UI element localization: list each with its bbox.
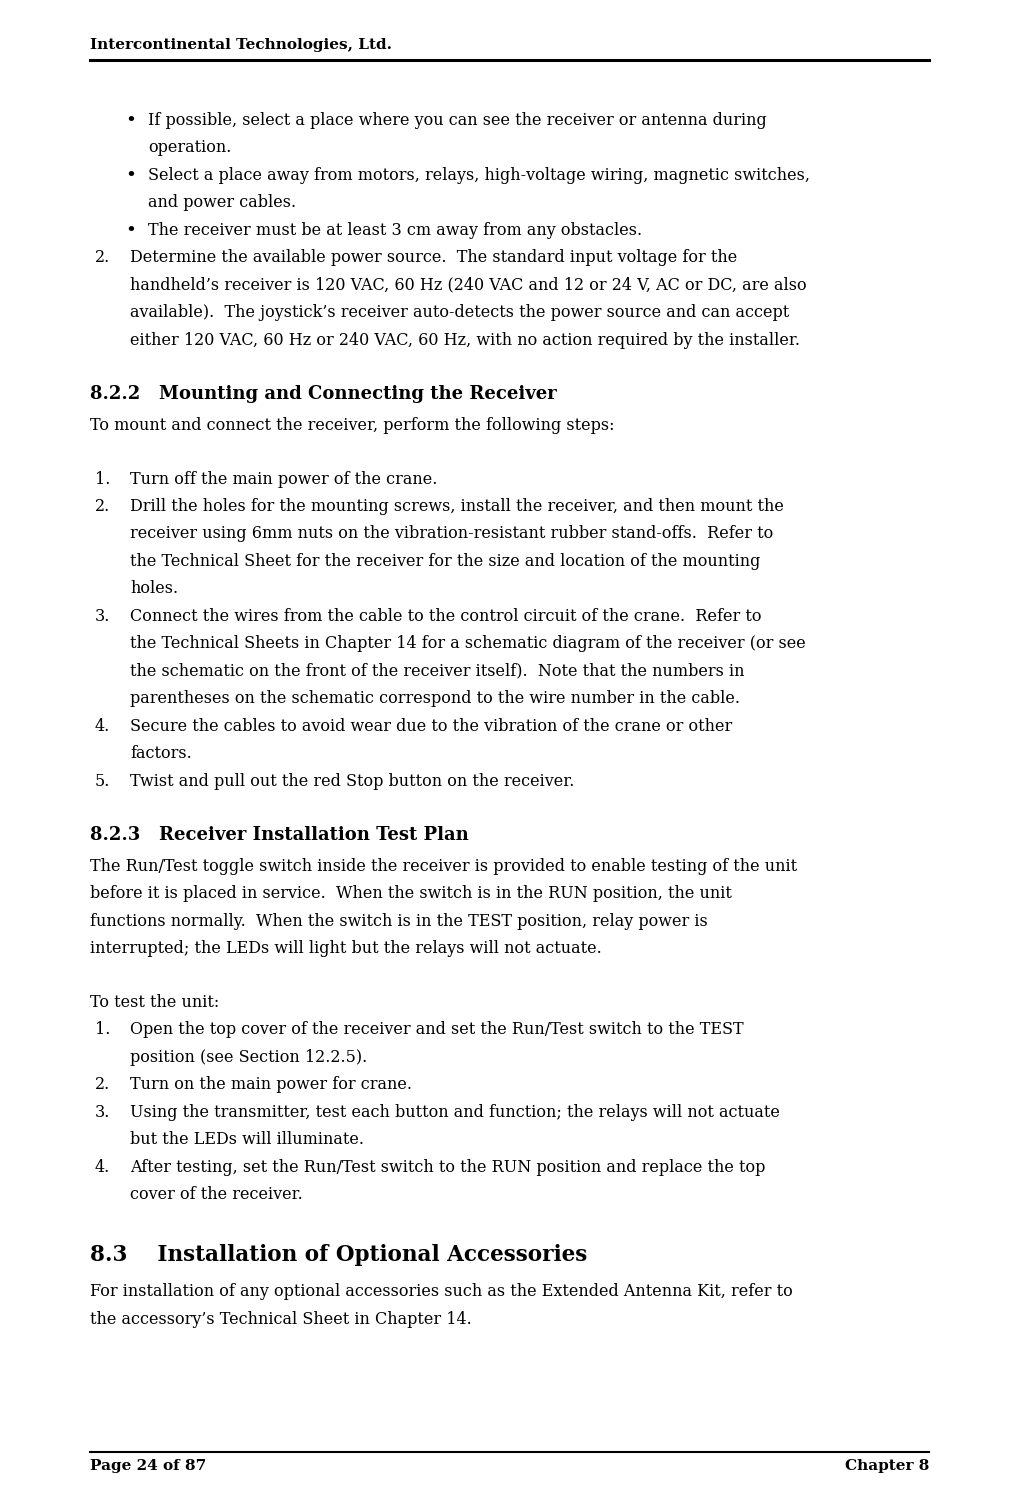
Text: the Technical Sheets in Chapter 14 for a schematic diagram of the receiver (or s: the Technical Sheets in Chapter 14 for a… — [130, 635, 806, 652]
Text: Page 24 of 87: Page 24 of 87 — [90, 1459, 206, 1473]
Text: the Technical Sheet for the receiver for the size and location of the mounting: the Technical Sheet for the receiver for… — [130, 553, 760, 570]
Text: Turn off the main power of the crane.: Turn off the main power of the crane. — [130, 471, 437, 487]
Text: The receiver must be at least 3 cm away from any obstacles.: The receiver must be at least 3 cm away … — [148, 221, 642, 239]
Text: 2.: 2. — [95, 498, 110, 514]
Text: 4.: 4. — [95, 1159, 110, 1175]
Text: holes.: holes. — [130, 580, 178, 598]
Text: factors.: factors. — [130, 745, 192, 762]
Text: the accessory’s Technical Sheet in Chapter 14.: the accessory’s Technical Sheet in Chapt… — [90, 1311, 472, 1328]
Text: before it is placed in service.  When the switch is in the RUN position, the uni: before it is placed in service. When the… — [90, 885, 732, 903]
Text: Select a place away from motors, relays, high-voltage wiring, magnetic switches,: Select a place away from motors, relays,… — [148, 167, 810, 184]
Text: After testing, set the Run/Test switch to the RUN position and replace the top: After testing, set the Run/Test switch t… — [130, 1159, 765, 1175]
Text: Using the transmitter, test each button and function; the relays will not actuat: Using the transmitter, test each button … — [130, 1103, 780, 1121]
Text: but the LEDs will illuminate.: but the LEDs will illuminate. — [130, 1132, 364, 1148]
Text: Determine the available power source.  The standard input voltage for the: Determine the available power source. Th… — [130, 250, 738, 266]
Text: 2.: 2. — [95, 250, 110, 266]
Text: Secure the cables to avoid wear due to the vibration of the crane or other: Secure the cables to avoid wear due to t… — [130, 718, 733, 734]
Text: available).  The joystick’s receiver auto-detects the power source and can accep: available). The joystick’s receiver auto… — [130, 305, 790, 321]
Text: To mount and connect the receiver, perform the following steps:: To mount and connect the receiver, perfo… — [90, 417, 614, 434]
Text: •: • — [125, 167, 136, 185]
Text: receiver using 6mm nuts on the vibration-resistant rubber stand-offs.  Refer to: receiver using 6mm nuts on the vibration… — [130, 525, 773, 543]
Text: handheld’s receiver is 120 VAC, 60 Hz (240 VAC and 12 or 24 V, AC or DC, are als: handheld’s receiver is 120 VAC, 60 Hz (2… — [130, 277, 807, 295]
Text: 5.: 5. — [95, 773, 110, 789]
Text: Turn on the main power for crane.: Turn on the main power for crane. — [130, 1076, 412, 1093]
Text: Open the top cover of the receiver and set the Run/Test switch to the TEST: Open the top cover of the receiver and s… — [130, 1021, 744, 1039]
Text: 3.: 3. — [95, 1103, 110, 1121]
Text: the schematic on the front of the receiver itself).  Note that the numbers in: the schematic on the front of the receiv… — [130, 662, 745, 680]
Text: If possible, select a place where you can see the receiver or antenna during: If possible, select a place where you ca… — [148, 112, 766, 129]
Text: 4.: 4. — [95, 718, 110, 734]
Text: 2.: 2. — [95, 1076, 110, 1093]
Text: To test the unit:: To test the unit: — [90, 994, 219, 1011]
Text: position (see Section 12.2.5).: position (see Section 12.2.5). — [130, 1049, 367, 1066]
Text: 8.2.3   Receiver Installation Test Plan: 8.2.3 Receiver Installation Test Plan — [90, 827, 469, 845]
Text: The Run/Test toggle switch inside the receiver is provided to enable testing of : The Run/Test toggle switch inside the re… — [90, 858, 797, 875]
Text: •: • — [125, 112, 136, 130]
Text: Twist and pull out the red Stop button on the receiver.: Twist and pull out the red Stop button o… — [130, 773, 575, 789]
Text: Connect the wires from the cable to the control circuit of the crane.  Refer to: Connect the wires from the cable to the … — [130, 608, 761, 625]
Text: 1.: 1. — [95, 1021, 110, 1039]
Text: interrupted; the LEDs will light but the relays will not actuate.: interrupted; the LEDs will light but the… — [90, 940, 602, 957]
Text: •: • — [125, 221, 136, 239]
Text: Chapter 8: Chapter 8 — [845, 1459, 929, 1473]
Text: 1.: 1. — [95, 471, 110, 487]
Text: Drill the holes for the mounting screws, install the receiver, and then mount th: Drill the holes for the mounting screws,… — [130, 498, 784, 514]
Text: functions normally.  When the switch is in the TEST position, relay power is: functions normally. When the switch is i… — [90, 913, 708, 930]
Text: and power cables.: and power cables. — [148, 194, 297, 211]
Text: 3.: 3. — [95, 608, 110, 625]
Text: 8.2.2   Mounting and Connecting the Receiver: 8.2.2 Mounting and Connecting the Receiv… — [90, 386, 556, 404]
Text: operation.: operation. — [148, 139, 231, 157]
Text: 8.3    Installation of Optional Accessories: 8.3 Installation of Optional Accessories — [90, 1244, 587, 1266]
Text: Intercontinental Technologies, Ltd.: Intercontinental Technologies, Ltd. — [90, 37, 392, 52]
Text: For installation of any optional accessories such as the Extended Antenna Kit, r: For installation of any optional accesso… — [90, 1284, 793, 1301]
Text: parentheses on the schematic correspond to the wire number in the cable.: parentheses on the schematic correspond … — [130, 691, 740, 707]
Text: cover of the receiver.: cover of the receiver. — [130, 1186, 303, 1203]
Text: either 120 VAC, 60 Hz or 240 VAC, 60 Hz, with no action required by the installe: either 120 VAC, 60 Hz or 240 VAC, 60 Hz,… — [130, 332, 800, 348]
